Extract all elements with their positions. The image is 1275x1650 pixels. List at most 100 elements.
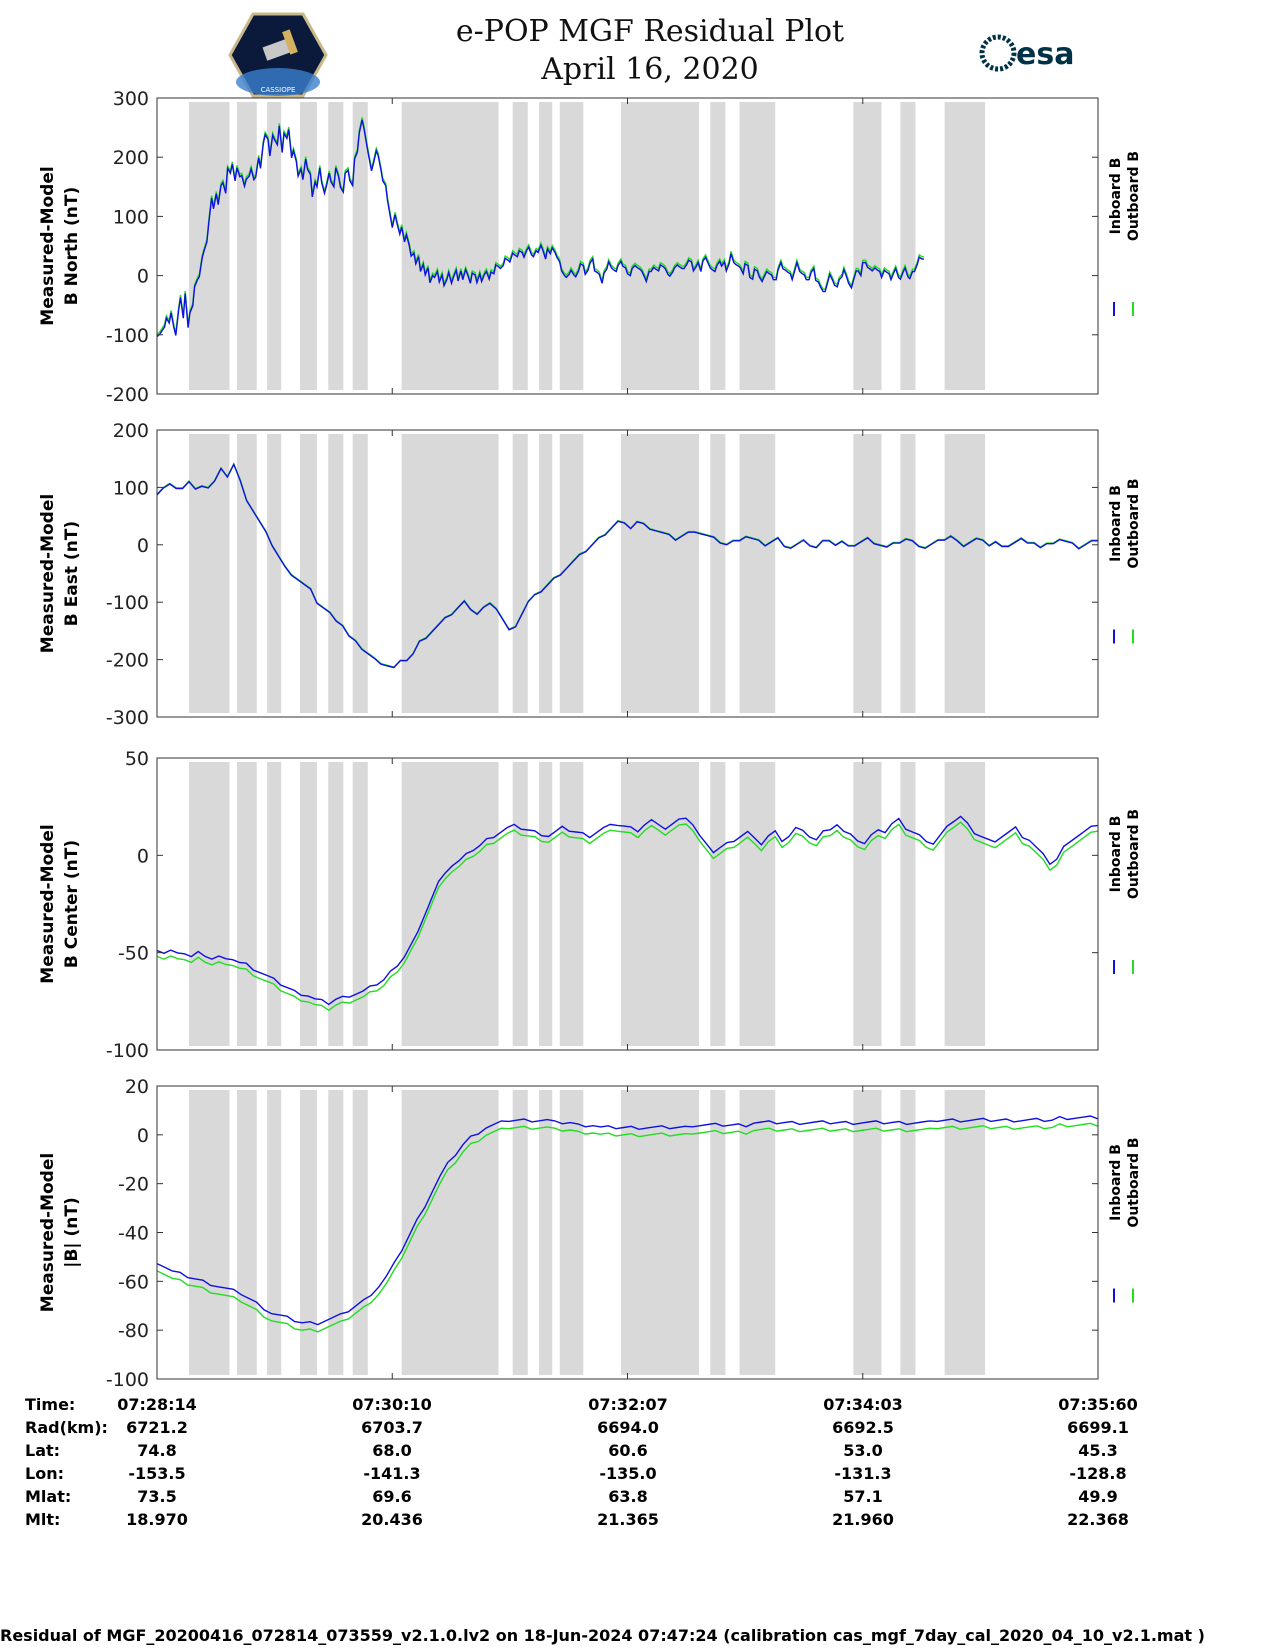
- y-tick-label: -200: [106, 650, 149, 672]
- outboard-series-line: [156, 1122, 1099, 1333]
- data-gap-band: [739, 102, 776, 390]
- y-tick-label: 0: [137, 535, 149, 557]
- data-gap-band: [328, 434, 344, 713]
- ephemeris-value: 69.6: [372, 1487, 411, 1506]
- ephemeris-value: 07:32:07: [588, 1395, 668, 1414]
- ephemeris-row-label: Lat:: [25, 1441, 60, 1460]
- y-tick-label: -200: [106, 384, 149, 406]
- data-gap-band: [512, 1090, 528, 1375]
- data-gap-band: [620, 1090, 700, 1375]
- data-gap-band: [900, 102, 916, 390]
- data-gap-band: [853, 102, 882, 390]
- inboard-series-line: [156, 815, 1099, 1006]
- data-gap-band: [944, 1090, 986, 1375]
- data-gap-band: [188, 434, 230, 713]
- y-tick-label: -40: [118, 1223, 149, 1245]
- data-gap-band: [620, 762, 700, 1046]
- data-gap-band: [352, 1090, 368, 1375]
- outboard-series-line: [156, 821, 1099, 1012]
- data-gap-band: [739, 762, 776, 1046]
- y-tick-label: 0: [137, 1125, 149, 1147]
- y-axis-label-line2: |B| (nT): [62, 1197, 82, 1268]
- ephemeris-value: -153.5: [128, 1464, 185, 1483]
- legend-outboard-label: Outboard B: [1126, 151, 1142, 241]
- ephemeris-value: 63.8: [608, 1487, 647, 1506]
- ephemeris-value: 22.368: [1067, 1510, 1129, 1529]
- ephemeris-value: 20.436: [361, 1510, 423, 1529]
- legend-inboard-label: Inboard B: [1108, 1144, 1124, 1221]
- data-gap-band: [401, 762, 499, 1046]
- ephemeris-value: 74.8: [137, 1441, 176, 1460]
- y-tick-label: 200: [113, 420, 149, 442]
- data-gap-band: [620, 434, 700, 713]
- data-gap-band: [352, 102, 368, 390]
- legend-inboard-label: Inboard B: [1108, 158, 1124, 235]
- y-tick-label: 0: [137, 845, 149, 867]
- ephemeris-row-label: Time:: [25, 1395, 75, 1414]
- data-gap-band: [328, 1090, 344, 1375]
- data-gap-band: [900, 434, 916, 713]
- y-tick-label: -60: [118, 1271, 149, 1293]
- y-tick-label: -300: [106, 707, 149, 729]
- ephemeris-row-label: Rad(km):: [25, 1418, 108, 1437]
- esa-text: esa: [1016, 37, 1074, 72]
- y-tick-label: 200: [113, 147, 149, 169]
- ephemeris-value: 53.0: [843, 1441, 882, 1460]
- plot-title: e-POP MGF Residual Plot: [455, 14, 845, 49]
- data-gap-band: [710, 434, 726, 713]
- y-axis-label-line1: Measured-Model: [38, 166, 58, 325]
- data-gap-band: [900, 1090, 916, 1375]
- data-gap-band: [739, 1090, 776, 1375]
- data-gap-band: [352, 762, 368, 1046]
- ephemeris-value: 18.970: [126, 1510, 188, 1529]
- data-gap-band: [710, 1090, 726, 1375]
- ephemeris-value: 07:34:03: [823, 1395, 903, 1414]
- data-gap-band: [352, 434, 368, 713]
- y-tick-label: 0: [137, 266, 149, 288]
- data-gap-band: [267, 762, 282, 1046]
- y-axis-label-line1: Measured-Model: [38, 1153, 58, 1312]
- y-tick-label: 300: [113, 88, 149, 110]
- data-gap-band: [539, 102, 553, 390]
- data-gap-band: [512, 434, 528, 713]
- inboard-series-line: [156, 119, 924, 338]
- data-gap-band: [512, 102, 528, 390]
- cassiope-logo: CASSIOPE: [228, 12, 328, 98]
- y-tick-label: -100: [106, 1369, 149, 1391]
- data-gap-band: [267, 1090, 282, 1375]
- ephemeris-row-label: Lon:: [25, 1464, 64, 1483]
- inboard-series-line: [156, 462, 1098, 669]
- ephemeris-value: -128.8: [1069, 1464, 1126, 1483]
- ephemeris-value: 49.9: [1078, 1487, 1117, 1506]
- ephemeris-value: 68.0: [372, 1441, 411, 1460]
- data-gap-band: [300, 762, 317, 1046]
- data-gap-band: [539, 762, 553, 1046]
- ephemeris-value: 07:30:10: [352, 1395, 432, 1414]
- data-gap-band: [559, 102, 584, 390]
- y-tick-label: 100: [113, 477, 149, 499]
- ephemeris-value: 57.1: [843, 1487, 882, 1506]
- data-gap-band: [267, 102, 282, 390]
- data-gap-band: [900, 762, 916, 1046]
- y-axis-label-line1: Measured-Model: [38, 494, 58, 653]
- ephemeris-value: 6721.2: [126, 1418, 188, 1437]
- data-gap-band: [620, 102, 700, 390]
- data-gap-band: [401, 102, 499, 390]
- ephemeris-value: 21.960: [832, 1510, 894, 1529]
- legend-outboard-label: Outboard B: [1126, 478, 1142, 568]
- data-gap-band: [853, 762, 882, 1046]
- data-gap-band: [188, 102, 230, 390]
- ephemeris-value: 6699.1: [1067, 1418, 1129, 1437]
- data-gap-band: [710, 762, 726, 1046]
- data-gap-band: [236, 102, 257, 390]
- ephemeris-value: -131.3: [834, 1464, 891, 1483]
- data-gap-band: [539, 1090, 553, 1375]
- data-gap-band: [559, 1090, 584, 1375]
- y-tick-label: -50: [118, 943, 149, 965]
- data-gap-band: [300, 1090, 317, 1375]
- y-tick-label: -100: [106, 1040, 149, 1062]
- data-gap-band: [300, 102, 317, 390]
- data-gap-band: [401, 434, 499, 713]
- y-tick-label: -20: [118, 1174, 149, 1196]
